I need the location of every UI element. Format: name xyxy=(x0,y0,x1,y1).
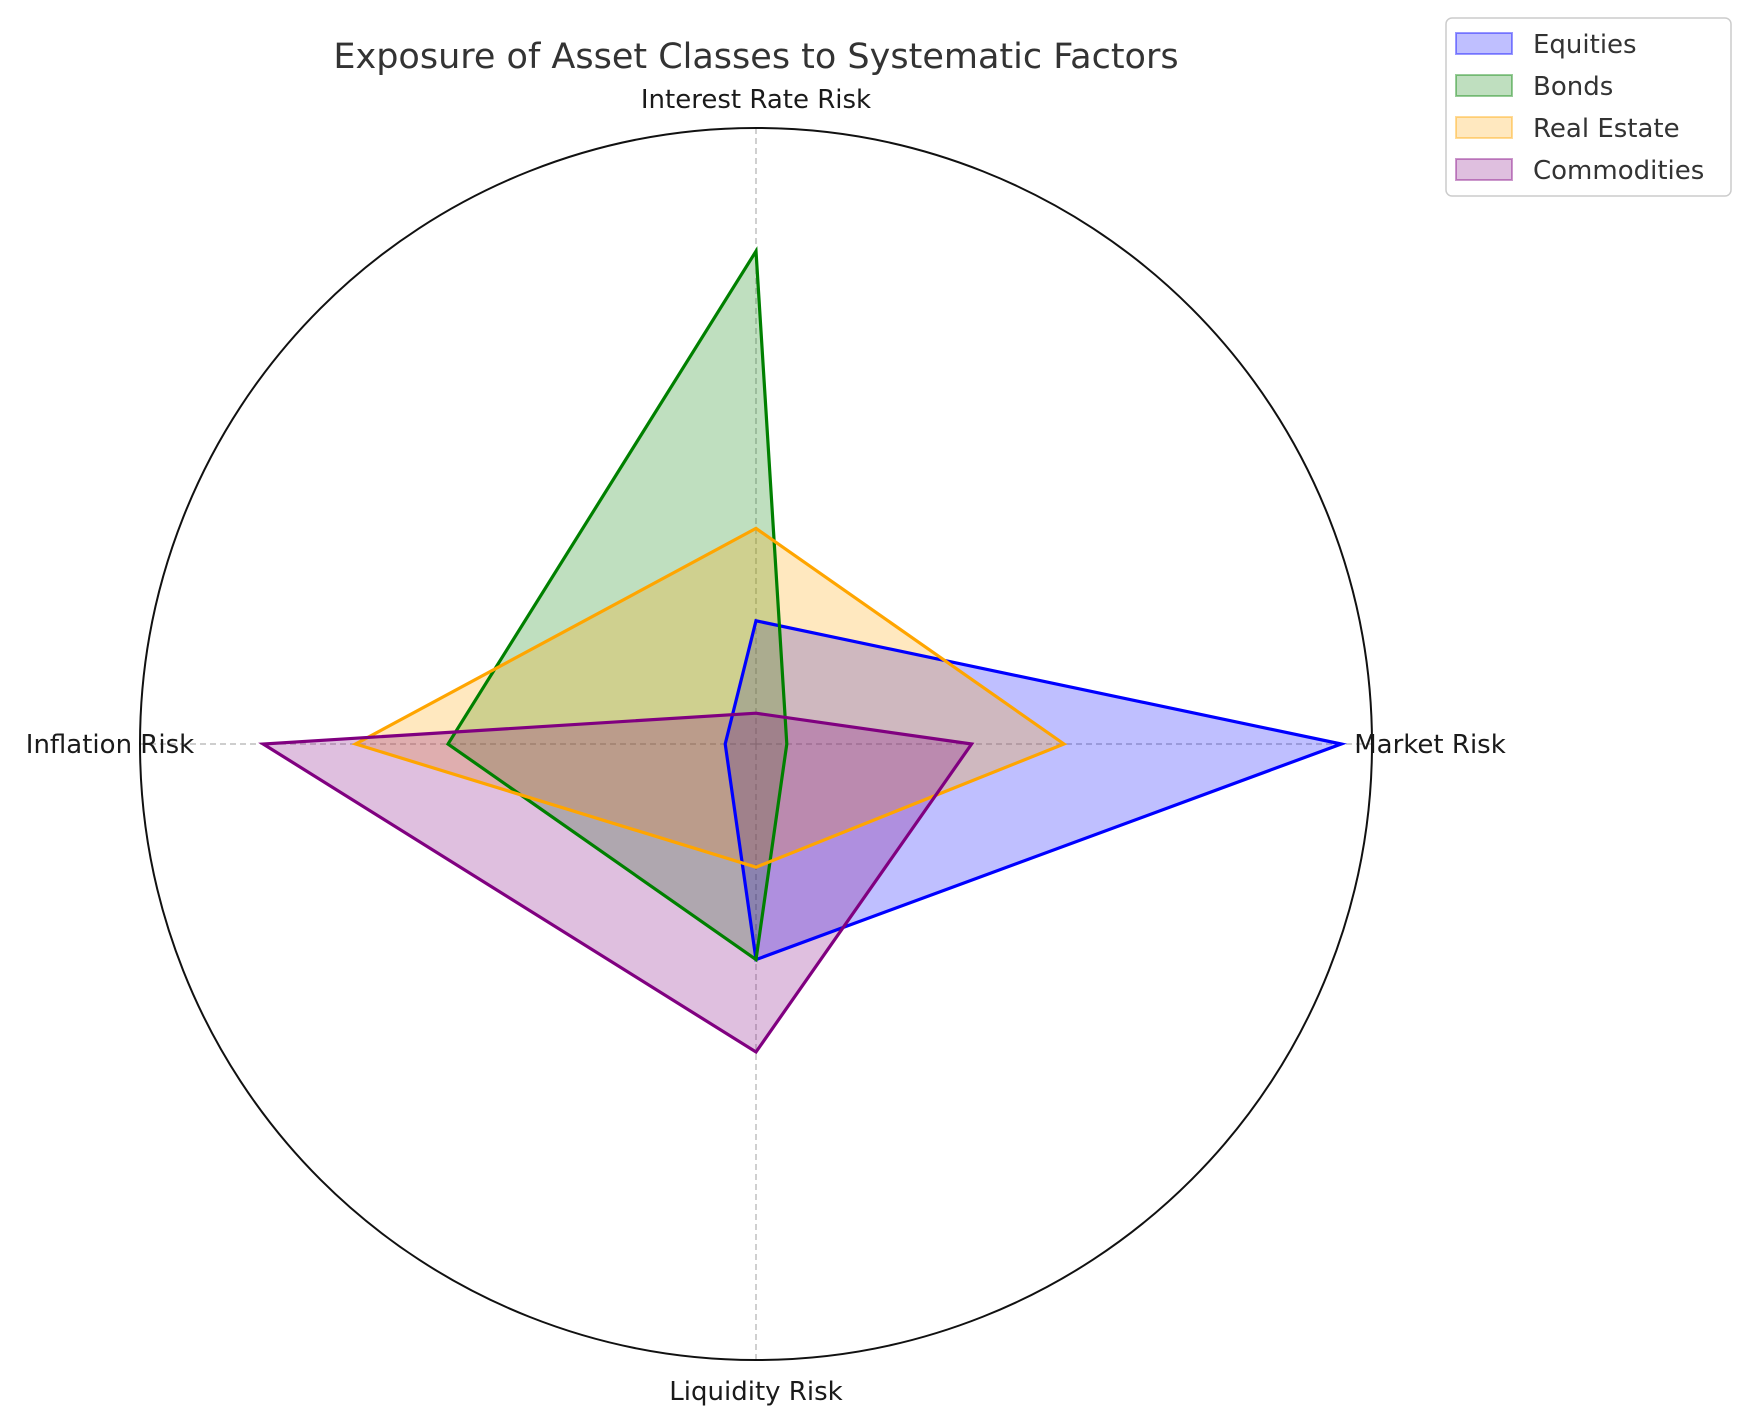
series-line-real-estate xyxy=(351,526,1068,869)
radar-grid xyxy=(139,127,1373,1361)
legend-swatch-equities xyxy=(1455,32,1513,55)
outer-ring xyxy=(139,127,1373,1361)
axis-labels: Market Risk Interest Rate Risk Inflation R… xyxy=(26,85,1506,1407)
series-line-commodities xyxy=(258,711,975,1055)
legend-swatch-commodities xyxy=(1455,158,1513,181)
legend-label-commodities: Commodities xyxy=(1533,156,1704,186)
legend-label-bonds: Bonds xyxy=(1533,72,1613,102)
legend-item-bonds: Bonds xyxy=(1455,72,1613,102)
axis-label-market-risk: Market Risk xyxy=(1354,730,1506,760)
legend-swatch-real-estate xyxy=(1455,116,1513,139)
series-fill-real-estate xyxy=(355,528,1065,868)
axis-label-interest-rate-risk: Interest Rate Risk xyxy=(641,85,871,115)
legend-frame xyxy=(1445,17,1732,197)
series-fill-bonds xyxy=(448,251,787,960)
legend-item-equities: Equities xyxy=(1455,30,1637,60)
axis-label-inflation-risk: Inflation Risk xyxy=(26,730,194,760)
axis-label-liquidity-risk: Liquidity Risk xyxy=(669,1377,842,1407)
legend: Equities Bonds Real Estate Commodities xyxy=(1445,17,1732,197)
series-line-equities xyxy=(723,618,1347,962)
legend-label-equities: Equities xyxy=(1533,30,1637,60)
legend-label-real-estate: Real Estate xyxy=(1533,114,1680,144)
legend-item-commodities: Commodities xyxy=(1455,156,1704,186)
series-line-bonds xyxy=(445,246,789,963)
legend-item-real-estate: Real Estate xyxy=(1455,114,1680,144)
chart-title: Exposure of Asset Classes to Systematic … xyxy=(333,37,1178,77)
series-layer xyxy=(258,246,1347,1055)
series-fill-commodities xyxy=(263,713,972,1052)
legend-swatch-bonds xyxy=(1455,74,1513,97)
